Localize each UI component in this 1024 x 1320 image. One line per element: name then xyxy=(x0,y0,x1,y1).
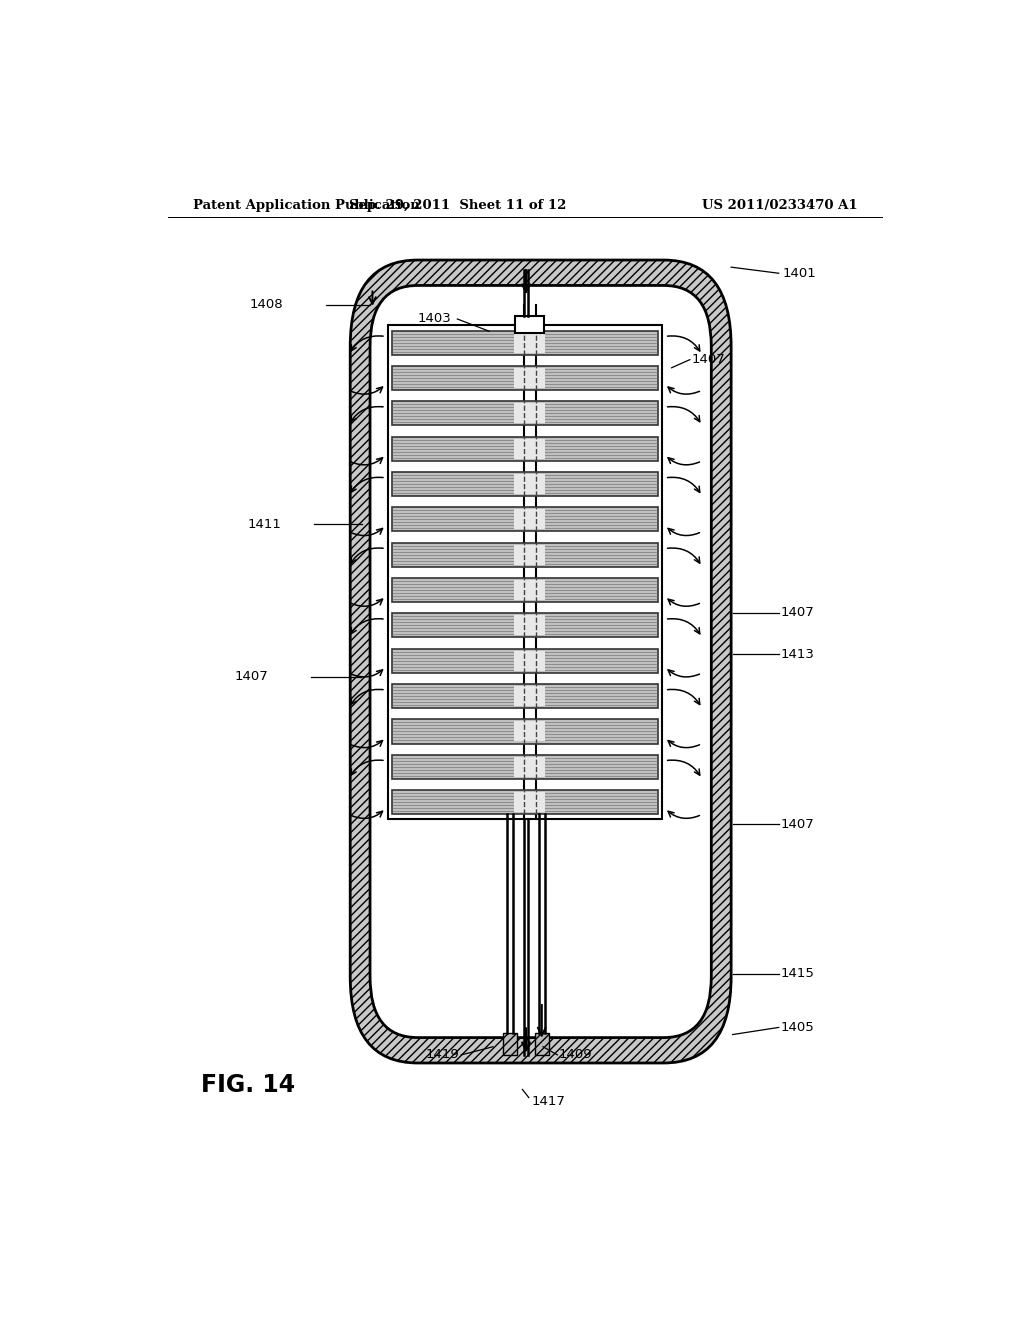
Bar xyxy=(514,756,545,776)
Bar xyxy=(392,614,658,638)
Bar xyxy=(392,437,658,461)
Text: 1405: 1405 xyxy=(780,1020,814,1034)
Bar xyxy=(514,474,545,494)
FancyBboxPatch shape xyxy=(370,285,712,1038)
Text: 1407: 1407 xyxy=(780,606,814,619)
Bar xyxy=(392,473,658,496)
Text: 1419: 1419 xyxy=(426,1048,460,1061)
Bar xyxy=(515,315,544,333)
Text: FIG. 14: FIG. 14 xyxy=(201,1073,295,1097)
Text: 1407: 1407 xyxy=(691,354,725,366)
Bar xyxy=(514,438,545,458)
Text: 1407: 1407 xyxy=(234,671,268,684)
Text: 1413: 1413 xyxy=(780,648,814,661)
Text: 1401: 1401 xyxy=(782,267,816,280)
Bar xyxy=(535,1032,549,1055)
Bar xyxy=(514,722,545,742)
Text: 1415: 1415 xyxy=(780,968,814,979)
Text: 1417: 1417 xyxy=(531,1096,565,1107)
Bar xyxy=(392,755,658,779)
FancyBboxPatch shape xyxy=(350,260,731,1063)
Bar xyxy=(514,579,545,601)
Bar xyxy=(392,684,658,708)
Text: 1407: 1407 xyxy=(780,817,814,830)
Text: Sep. 29, 2011  Sheet 11 of 12: Sep. 29, 2011 Sheet 11 of 12 xyxy=(348,199,566,213)
Text: 1409: 1409 xyxy=(559,1048,593,1061)
Bar xyxy=(392,401,658,425)
Bar xyxy=(514,792,545,812)
Text: 1408: 1408 xyxy=(249,298,283,312)
Bar xyxy=(392,507,658,532)
Text: US 2011/0233470 A1: US 2011/0233470 A1 xyxy=(702,199,858,213)
Bar xyxy=(392,366,658,389)
Bar xyxy=(514,686,545,706)
Bar xyxy=(514,545,545,565)
Bar xyxy=(388,326,663,820)
Bar xyxy=(392,719,658,743)
Bar xyxy=(514,651,545,671)
Bar xyxy=(392,543,658,566)
Bar xyxy=(392,330,658,355)
Bar xyxy=(392,791,658,814)
Text: 1403: 1403 xyxy=(418,313,452,326)
Bar xyxy=(514,404,545,424)
Bar xyxy=(514,368,545,388)
Bar xyxy=(514,333,545,352)
Bar xyxy=(392,578,658,602)
Bar xyxy=(392,648,658,673)
Text: 1411: 1411 xyxy=(247,517,282,531)
Bar xyxy=(503,1032,517,1055)
Bar xyxy=(514,510,545,529)
Text: Patent Application Publication: Patent Application Publication xyxy=(194,199,420,213)
Bar xyxy=(514,615,545,635)
